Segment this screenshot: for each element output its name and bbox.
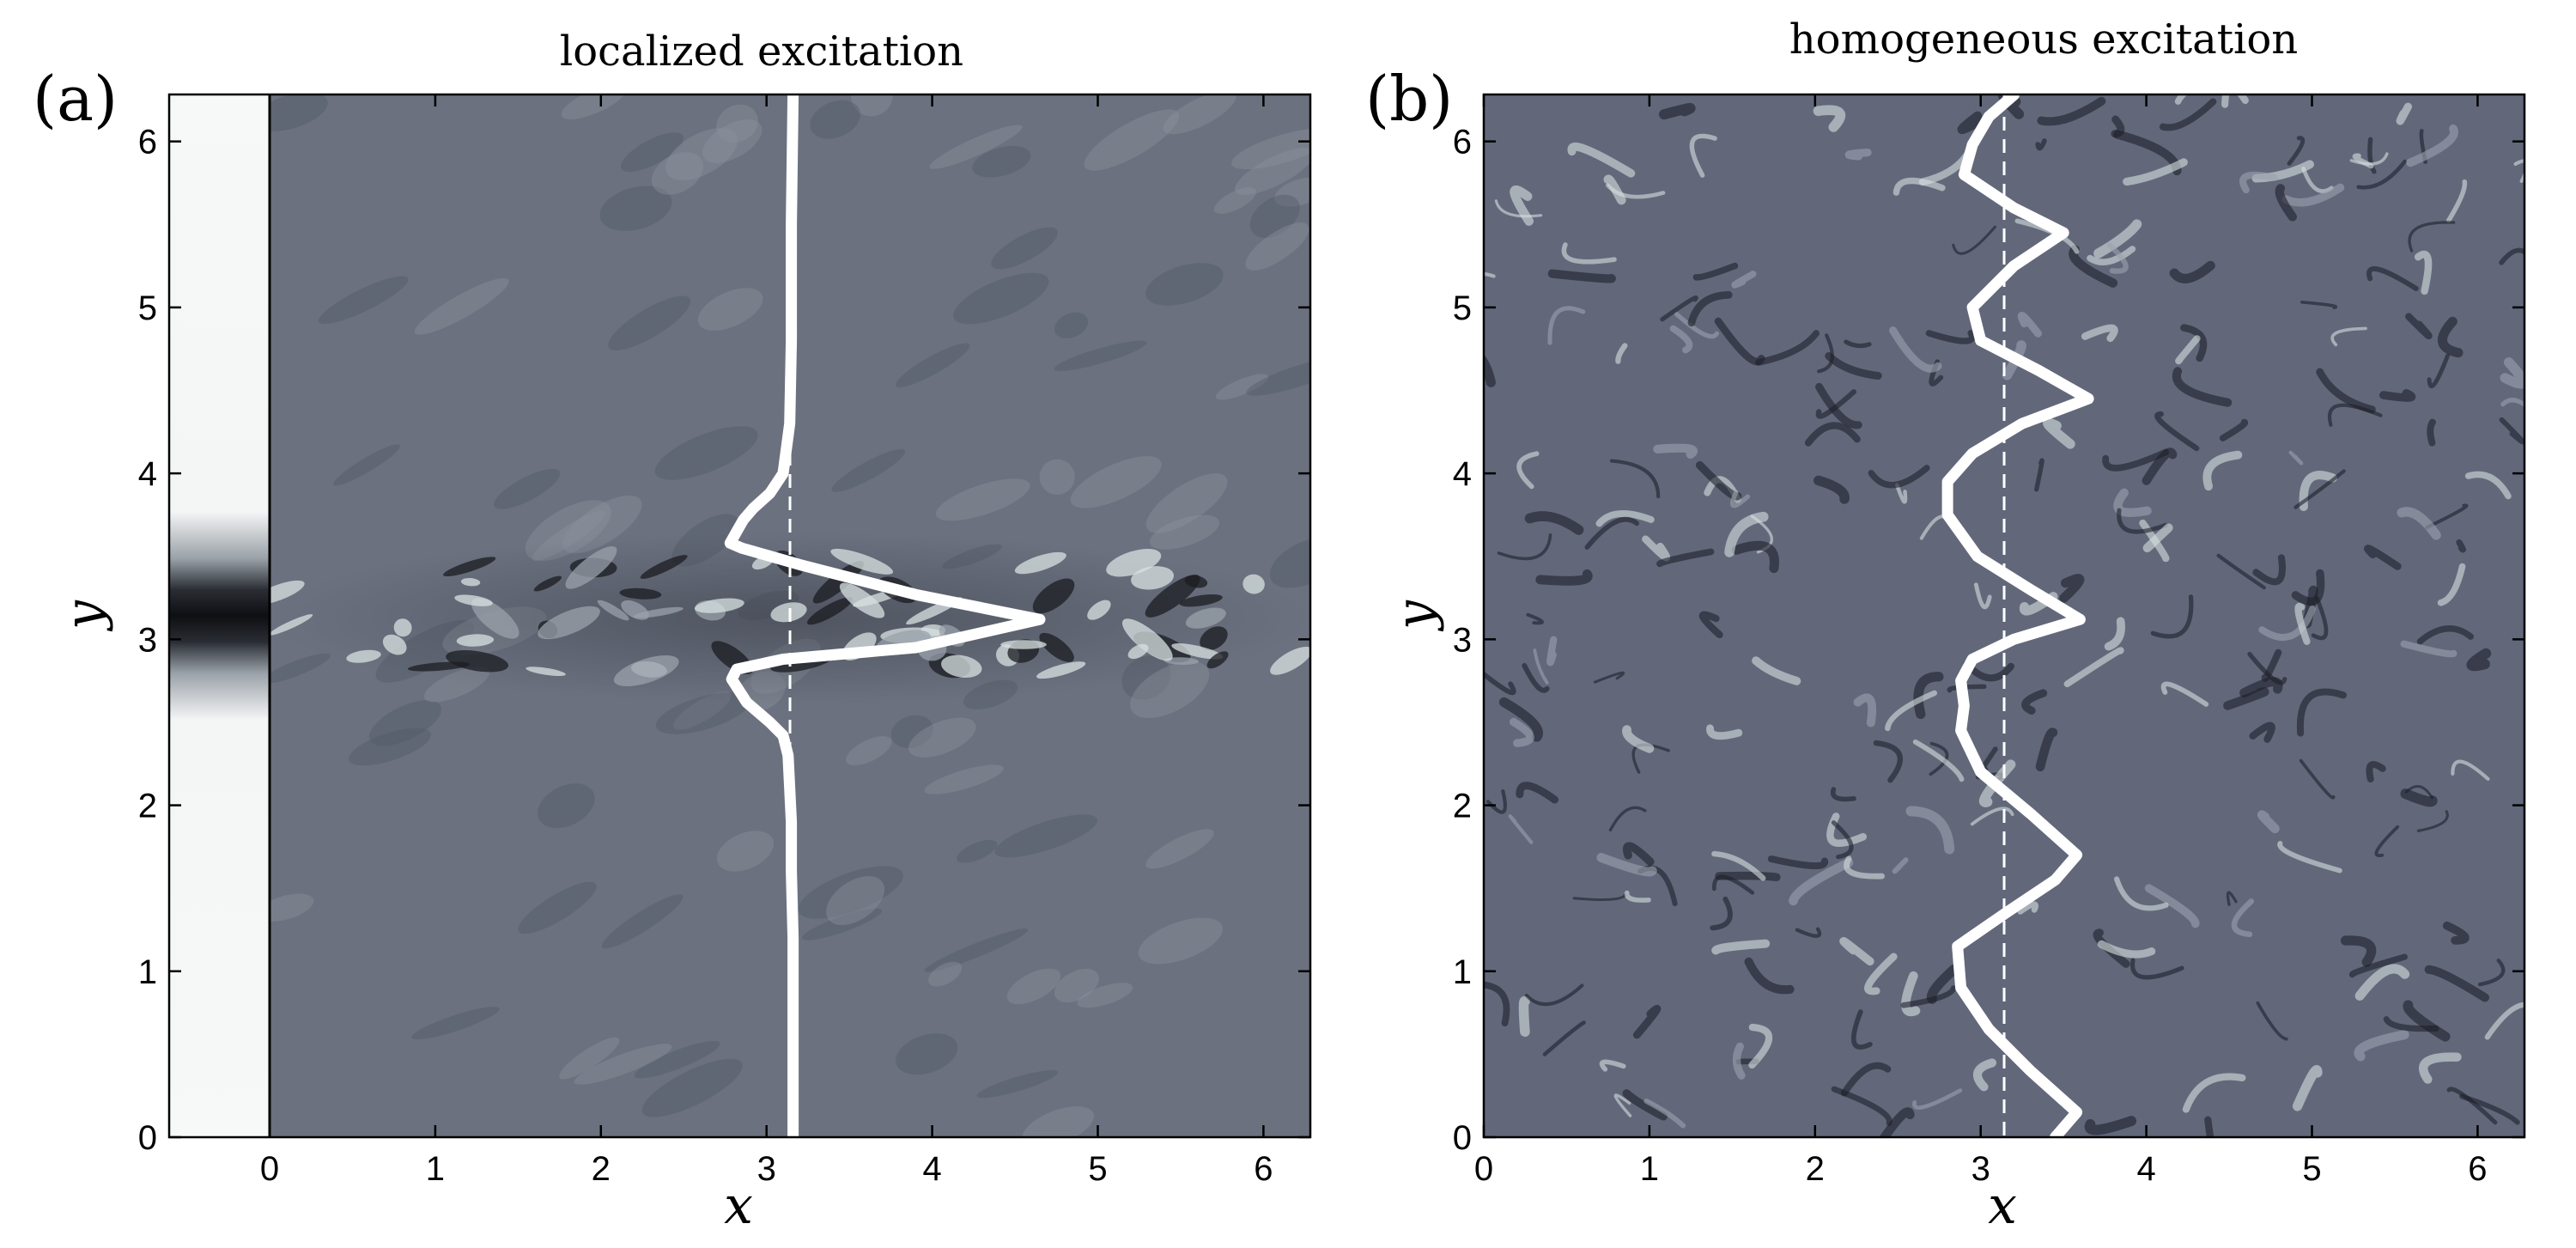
x-tick-label: 6 [2468,1150,2487,1188]
panel-b: (b) homogeneous excitation 0 1 2 3 4 5 6 0 1 2 3 4 5… [1365,15,2526,1236]
panel-b-label: (b) [1365,63,1453,135]
y-tick-label: 1 [138,953,157,991]
y-tick-label: 4 [1453,455,1472,493]
x-tick-label: 3 [1971,1150,1990,1188]
panel-b-ylabel: y [1385,600,1445,632]
x-tick-label: 3 [757,1150,776,1188]
x-tick-label: 4 [2136,1150,2155,1188]
y-tick-label: 3 [138,621,157,659]
x-tick-label: 0 [260,1150,279,1188]
x-tick-label: 0 [1474,1150,1493,1188]
y-tick-label: 5 [1453,289,1472,327]
x-tick-label: 6 [1254,1150,1273,1188]
y-tick-label: 3 [1453,621,1472,659]
panel-b-field [1484,94,2524,1137]
y-tick-label: 2 [1453,788,1472,825]
x-tick-label: 5 [1088,1150,1107,1188]
y-tick-label: 0 [138,1119,157,1157]
panel-b-xlabel: x [1988,1176,2017,1236]
panel-a-frame [167,93,1312,1139]
panel-b-profile-curve [1941,94,2094,1137]
panel-a-profile-curve [724,94,1046,1137]
panel-a-xlabel: x [724,1176,753,1236]
x-tick-label: 2 [1806,1150,1825,1188]
x-tick-label: 2 [592,1150,611,1188]
panel-b-title: homogeneous excitation [1789,15,2298,64]
x-tick-label: 4 [922,1150,941,1188]
y-tick-label: 2 [138,788,157,825]
panel-a-ylabel: y [54,600,114,632]
x-tick-label: 1 [426,1150,445,1188]
y-tick-label: 4 [138,455,157,493]
panel-a-ticks: 0 1 2 3 4 5 6 0 1 2 3 4 5 6 [138,94,1310,1188]
x-tick-label: 5 [2302,1150,2321,1188]
panel-a-label: (a) [33,63,118,135]
panel-a-title: localized excitation [560,27,963,76]
panel-b-frame [1482,93,2526,1139]
panel-b-ticks: 0 1 2 3 4 5 6 0 1 2 3 4 5 6 [1453,94,2524,1188]
panel-a: (a) localized excitation 0 1 2 3 4 5 60123456 … [33,27,1312,1236]
x-tick-label: 1 [1640,1150,1659,1188]
y-tick-label: 1 [1453,953,1472,991]
y-tick-label: 5 [138,289,157,327]
panel-a-side-strip [169,94,270,1137]
y-tick-label: 0 [1453,1119,1472,1157]
y-tick-label: 6 [138,124,157,161]
y-tick-label: 6 [1453,124,1472,161]
panel-a-field [270,94,1310,1137]
